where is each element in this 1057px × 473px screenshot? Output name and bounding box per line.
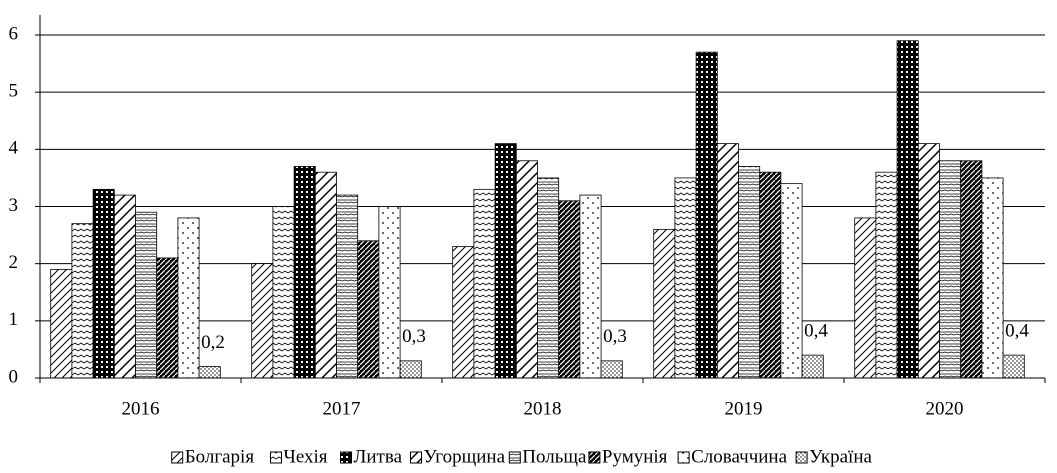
legend-label: Україна xyxy=(809,446,872,467)
bar xyxy=(896,40,919,379)
legend-swatch xyxy=(508,451,521,464)
legend-swatch xyxy=(588,451,601,464)
x-tick-label: 2019 xyxy=(725,398,763,419)
x-tick-label: 2020 xyxy=(926,398,964,419)
legend-label: Словаччина xyxy=(691,446,787,467)
bar xyxy=(759,171,782,379)
legend-swatch xyxy=(171,451,184,464)
bar xyxy=(780,183,803,379)
x-tick-label: 2017 xyxy=(323,398,361,419)
bar xyxy=(695,51,718,379)
bar xyxy=(716,143,739,379)
legend-label: Польща xyxy=(522,446,587,467)
bar xyxy=(198,366,221,379)
bar xyxy=(579,194,602,379)
y-tick-label: 0 xyxy=(9,366,19,387)
bar xyxy=(177,217,200,379)
data-label: 0,3 xyxy=(603,326,627,347)
bar xyxy=(357,240,380,379)
bar xyxy=(600,360,623,379)
bar xyxy=(558,200,581,379)
bar xyxy=(1002,354,1025,379)
bar xyxy=(293,166,316,379)
bar xyxy=(537,177,560,379)
y-tick-label: 1 xyxy=(9,309,19,330)
legend-swatch xyxy=(410,451,422,464)
bar xyxy=(336,194,359,379)
y-tick-label: 3 xyxy=(9,195,19,216)
bar xyxy=(113,194,136,379)
y-tick-label: 2 xyxy=(9,252,19,273)
bar xyxy=(314,171,337,379)
bar xyxy=(452,246,475,379)
data-label: 0,4 xyxy=(1005,320,1029,341)
bar xyxy=(71,223,94,379)
bar xyxy=(156,257,179,379)
bar xyxy=(653,228,676,379)
legend-label: Чехія xyxy=(284,446,328,467)
y-tick-label: 5 xyxy=(9,81,19,102)
x-tick-label: 2018 xyxy=(524,398,562,419)
bar xyxy=(738,166,761,379)
bar xyxy=(251,263,274,379)
bar xyxy=(473,188,496,379)
bar xyxy=(272,206,295,379)
data-label: 0,3 xyxy=(402,326,426,347)
bar xyxy=(92,188,115,379)
bar xyxy=(854,217,877,379)
bar xyxy=(939,160,962,379)
bar xyxy=(981,177,1004,379)
legend-swatch xyxy=(340,451,352,464)
bar xyxy=(875,171,898,379)
bar xyxy=(494,143,517,379)
data-label: 0,2 xyxy=(201,332,225,353)
x-tick-label: 2016 xyxy=(122,398,160,419)
legend-swatch xyxy=(677,451,690,464)
bar xyxy=(135,211,158,379)
legend-label: Болгарія xyxy=(185,446,255,467)
legend-label: Литва xyxy=(354,446,403,467)
bar xyxy=(378,206,401,379)
bar xyxy=(50,268,73,379)
y-tick-label: 6 xyxy=(9,23,19,44)
legend-label: Угорщина xyxy=(424,446,506,467)
legend-swatch xyxy=(795,451,808,464)
bar xyxy=(399,360,422,379)
bar xyxy=(515,160,538,379)
legend-swatch xyxy=(270,451,282,464)
y-tick-label: 4 xyxy=(9,138,19,159)
bar xyxy=(917,143,940,379)
legend-label: Румунія xyxy=(602,446,668,467)
bar xyxy=(960,160,983,379)
data-label: 0,4 xyxy=(804,320,828,341)
bar xyxy=(801,354,824,379)
bar xyxy=(674,177,697,379)
